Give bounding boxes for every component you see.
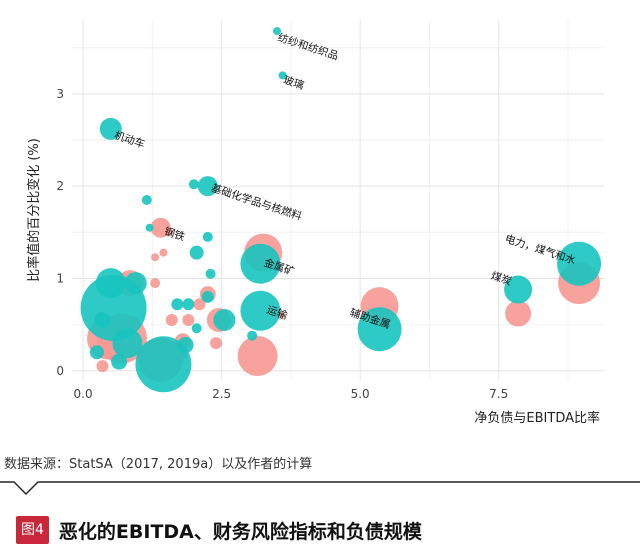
x-tick-label: 0.0 [74, 387, 93, 401]
bubble-point [247, 330, 258, 341]
bubble-point [182, 314, 195, 326]
y-tick-label: 1 [56, 271, 64, 285]
axis-ticks: 0.0 2.5 5.0 7.5 0 1 2 3 [56, 87, 508, 401]
bubble-point [237, 336, 278, 376]
figure-tag: 图4 [16, 516, 49, 544]
bubble-point [504, 275, 533, 304]
bubble-annotation: 运输 [265, 303, 289, 322]
bubble-point [141, 195, 152, 205]
y-axis-label: 比率值的百分比变化 (%) [26, 138, 42, 282]
bubble-point [189, 245, 204, 260]
bubble-point [278, 71, 287, 80]
bubble-point [557, 241, 602, 286]
bubble-point [505, 300, 532, 327]
bubble-point [273, 27, 282, 36]
source-note: 数据来源：StatSA（2017, 2019a）以及作者的计算 [4, 457, 313, 472]
bubble-point [151, 253, 160, 262]
bubble-point [159, 248, 168, 257]
bubble-annotation: 钢铁 [163, 225, 187, 244]
bubble-point [201, 290, 214, 303]
bubble-point [145, 223, 154, 232]
bubble-point [89, 345, 104, 360]
bubble-point [135, 336, 192, 393]
y-tick-label: 3 [56, 87, 64, 101]
bubble-point [191, 323, 202, 334]
bubble-point [171, 298, 184, 311]
bubble-point [111, 353, 128, 370]
bubble-point [205, 268, 216, 279]
figure-title: 恶化的EBITDA、财务风险指标和负债规模 [58, 520, 422, 543]
x-tick-label: 7.5 [489, 387, 508, 401]
bubble-point [99, 117, 122, 140]
bubble-point [95, 268, 126, 299]
bubble-point [177, 336, 194, 353]
bubble-point [124, 272, 147, 295]
bubble-point [193, 298, 206, 311]
y-tick-label: 0 [56, 364, 64, 378]
x-tick-label: 5.0 [351, 387, 370, 401]
bubble-point [150, 278, 161, 289]
bubble-annotation: 玻璃 [282, 73, 306, 92]
bubble-point [210, 337, 223, 350]
y-tick-label: 2 [56, 179, 64, 193]
bubble-point [164, 228, 173, 237]
bubble-point [165, 314, 178, 326]
bubble-point [213, 309, 236, 331]
x-tick-label: 2.5 [212, 387, 231, 401]
x-axis-label: 净负债与EBITDA比率 [474, 410, 600, 426]
figure-caption: 图4 恶化的EBITDA、财务风险指标和负债规模 [16, 514, 422, 546]
bubble-point [188, 179, 199, 190]
bubble-point [96, 360, 109, 373]
divider-line [0, 481, 640, 495]
bubble-point [240, 290, 281, 331]
bubble-annotation: 煤炭 [489, 269, 513, 288]
bubble-point [357, 307, 402, 352]
bubble-layer [80, 27, 602, 393]
bubble-point [240, 243, 281, 284]
bubble-point [202, 231, 213, 242]
bubble-point [94, 312, 111, 328]
bubble-point [182, 298, 195, 311]
bubble-point [197, 176, 218, 197]
bubble-point [112, 328, 143, 359]
